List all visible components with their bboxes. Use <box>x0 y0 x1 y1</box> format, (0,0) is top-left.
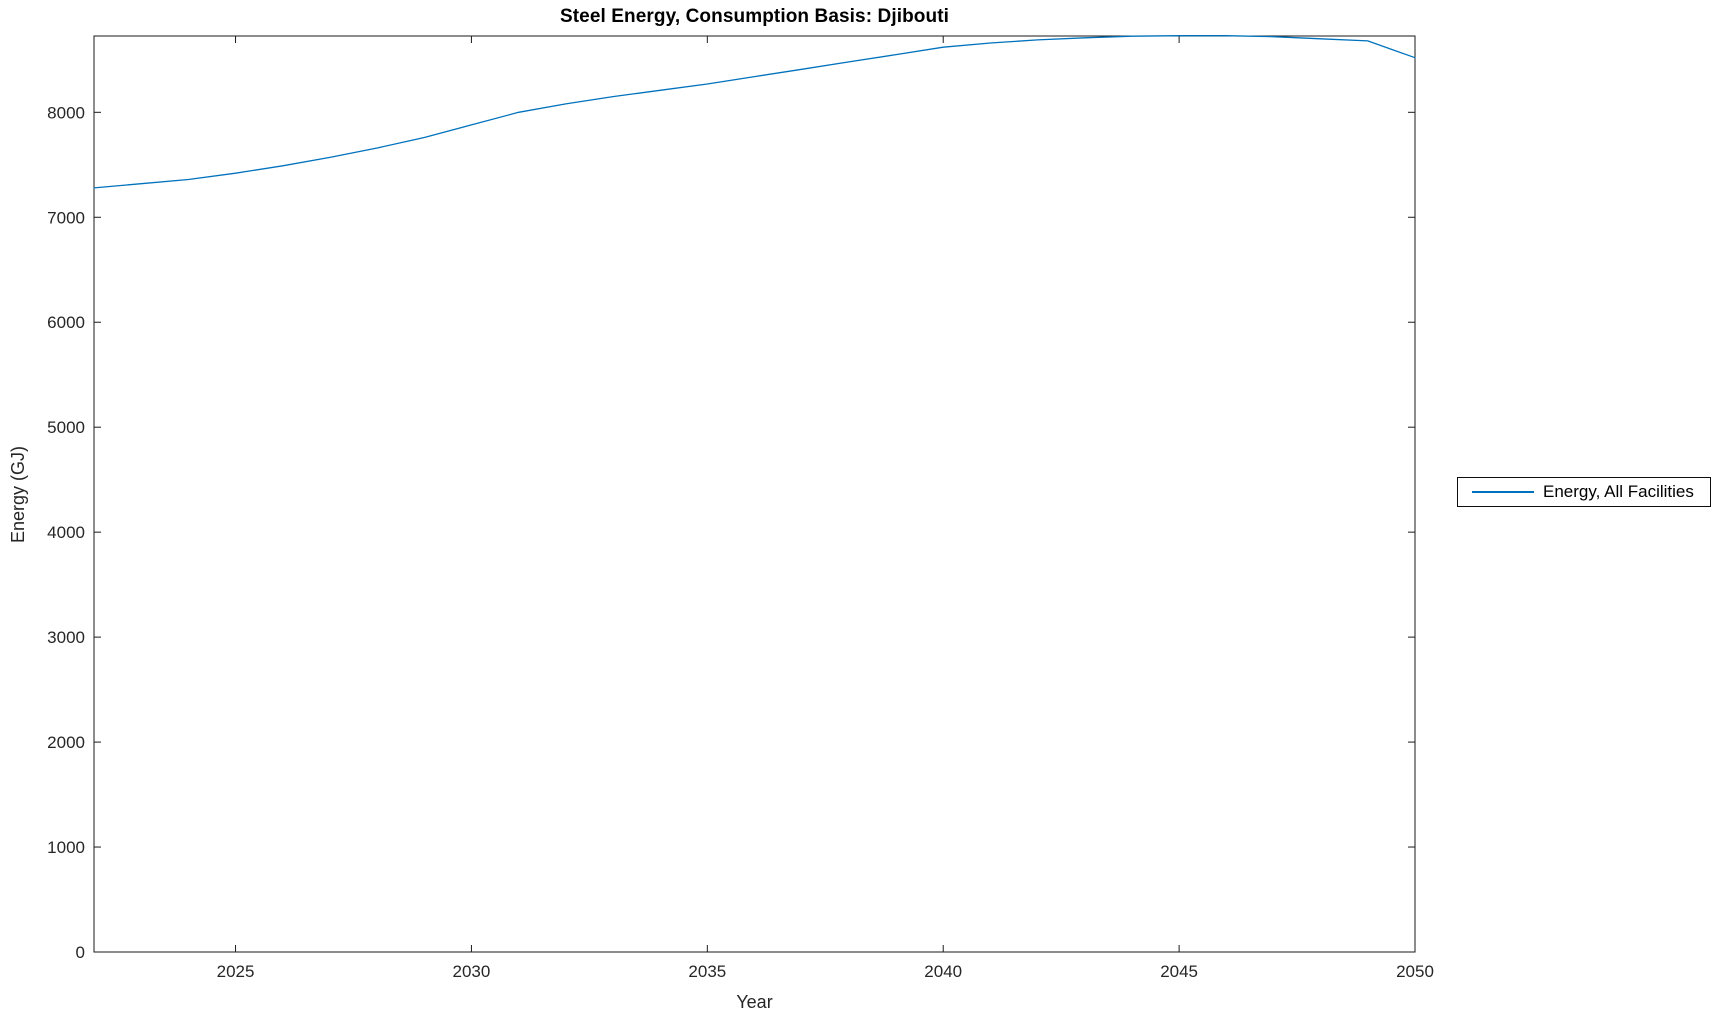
y-tick-label: 8000 <box>47 103 85 122</box>
x-tick-label: 2025 <box>217 962 255 981</box>
x-tick-label: 2040 <box>924 962 962 981</box>
x-axis-label: Year <box>736 992 773 1012</box>
x-tick-label: 2050 <box>1396 962 1434 981</box>
x-tick-label: 2035 <box>688 962 726 981</box>
y-axis-label: Energy (GJ) <box>8 445 28 544</box>
series-line <box>93 35 1416 189</box>
legend-label: Energy, All Facilities <box>1543 482 1694 501</box>
y-tick-label: 7000 <box>47 208 85 227</box>
x-tick-label: 2030 <box>453 962 491 981</box>
legend: Energy, All Facilities <box>1457 477 1711 507</box>
x-tick-label: 2045 <box>1160 962 1198 981</box>
y-tick-label: 5000 <box>47 418 85 437</box>
chart-title: Steel Energy, Consumption Basis: Djibout… <box>559 6 950 27</box>
y-tick-label: 3000 <box>47 628 85 647</box>
y-tick-label: 1000 <box>47 838 85 857</box>
y-tick-label: 2000 <box>47 733 85 752</box>
y-tick-label: 6000 <box>47 313 85 332</box>
y-tick-label: 0 <box>76 943 85 962</box>
plot-border <box>93 35 1416 953</box>
y-tick-label: 4000 <box>47 523 85 542</box>
legend-line-icon <box>1472 491 1534 493</box>
